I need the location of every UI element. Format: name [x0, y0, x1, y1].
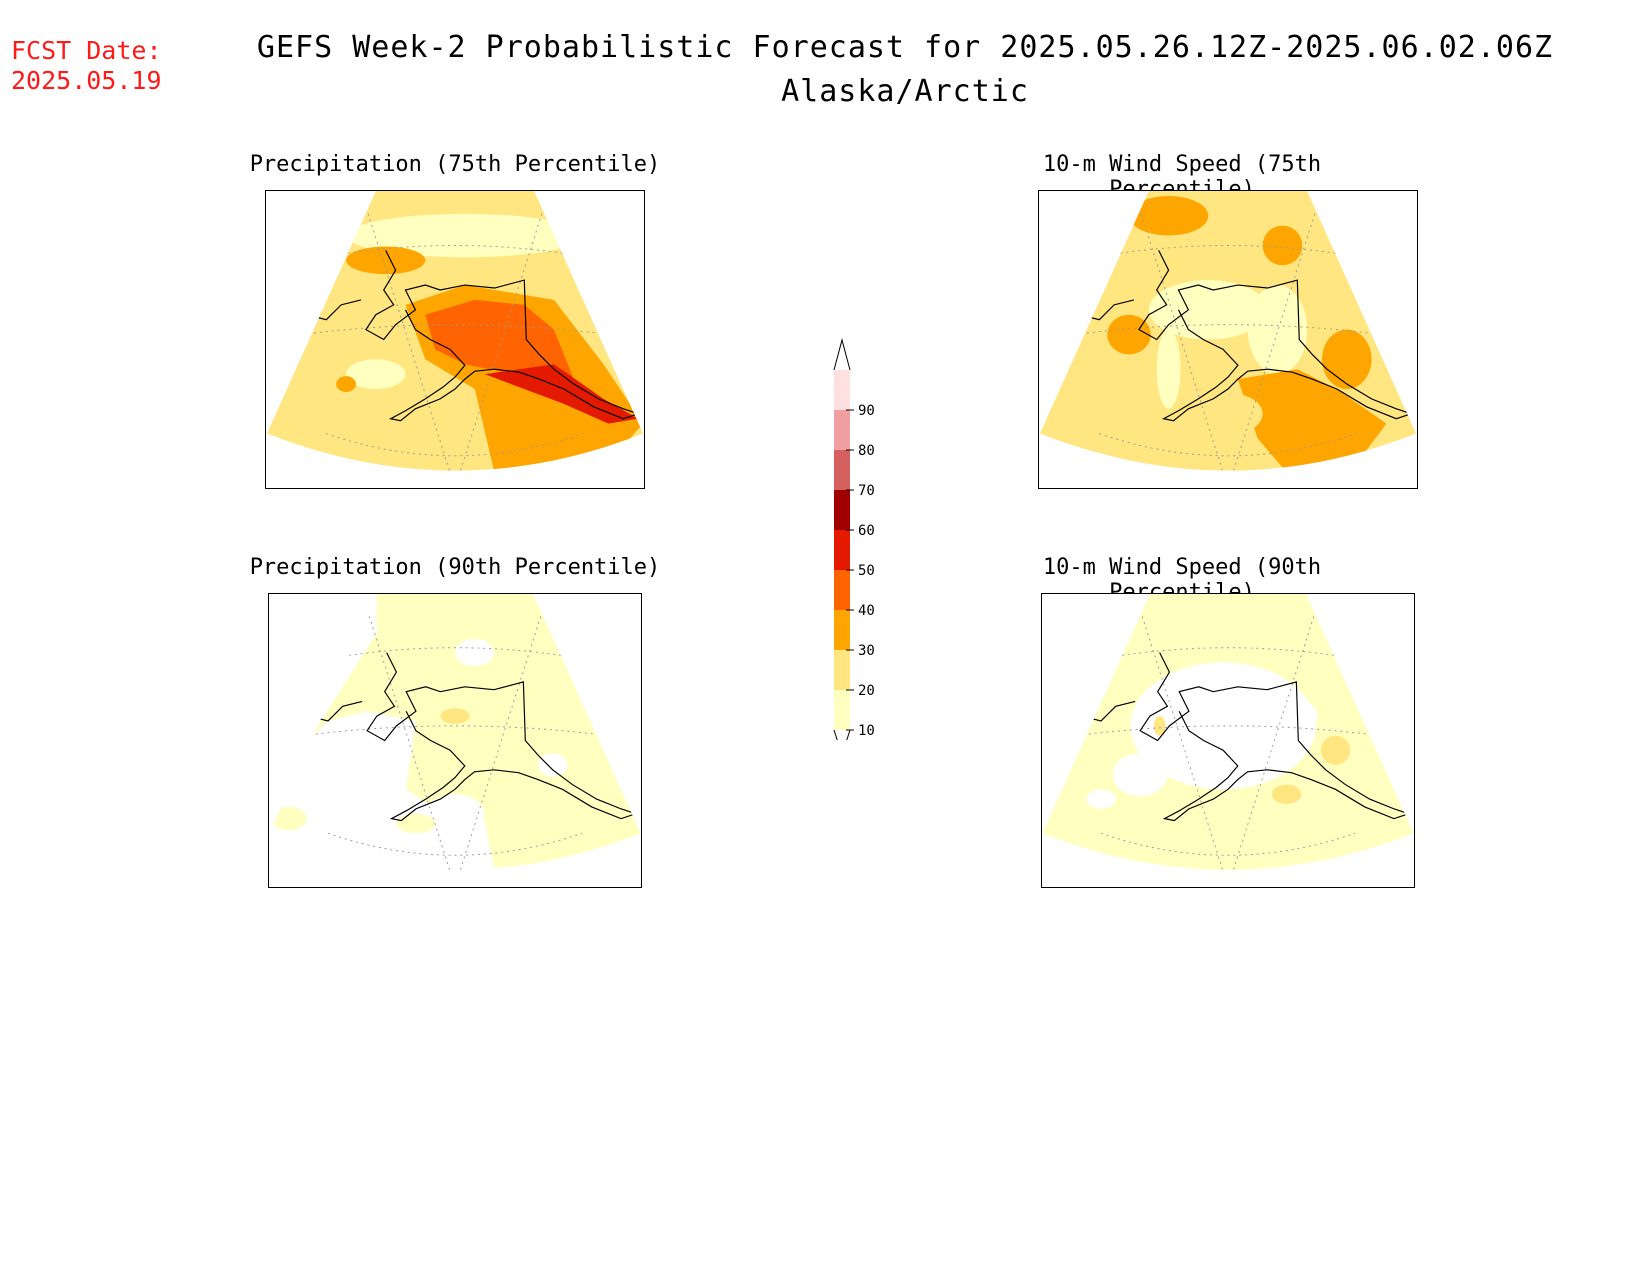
map-panel-precip90 — [268, 593, 642, 888]
graticule-line — [269, 725, 641, 741]
colorbar-label: 60 — [858, 523, 875, 539]
colorbar-box — [834, 530, 850, 570]
probability-region — [1237, 369, 1387, 471]
main-title: GEFS Week-2 Probabilistic Forecast for 2… — [256, 30, 1554, 65]
probability-region — [346, 213, 584, 258]
map-panel-wind90 — [1041, 593, 1415, 888]
colorbar-svg: 10 20 30 40 50 60 70 80 90 — [833, 338, 875, 757]
colorbar-label: 80 — [858, 443, 875, 459]
probability-region — [1203, 393, 1263, 434]
graticule-line — [326, 433, 584, 457]
probability-region — [1129, 195, 1209, 236]
probability-region — [538, 753, 568, 777]
probability-region — [271, 806, 307, 831]
colorbar-label: 40 — [858, 603, 875, 619]
probability-region — [1262, 225, 1303, 266]
colorbar-box — [834, 490, 850, 530]
probability-region — [1156, 329, 1181, 409]
graticule-line — [1081, 647, 1375, 663]
graticule-line — [308, 647, 602, 663]
colorbar-box — [834, 370, 850, 410]
coastline — [366, 652, 638, 822]
colorbar-label: 70 — [858, 483, 875, 499]
colorbar: 10 20 30 40 50 60 70 80 90 — [820, 330, 880, 757]
map-svg-precip90 — [269, 594, 641, 870]
graticule-line — [1227, 191, 1323, 471]
colorbar-box — [834, 690, 850, 730]
probability-region — [1247, 285, 1308, 375]
graticule-line — [306, 244, 604, 261]
probability-region — [1320, 735, 1351, 765]
graticule-line — [1134, 594, 1229, 870]
graticule-line — [1039, 324, 1417, 340]
probability-region — [1322, 329, 1372, 389]
probability-region — [336, 376, 356, 392]
coastline — [365, 250, 641, 422]
map-panel-precip75 — [265, 190, 645, 489]
colorbar-box — [834, 410, 850, 450]
graticule-line — [1100, 832, 1356, 856]
probability-region — [1107, 314, 1151, 355]
panel-title-precip75: Precipitation (75th Percentile) — [249, 152, 661, 177]
probability-region — [1086, 789, 1116, 809]
probability-region — [425, 794, 485, 834]
graticule-line — [361, 594, 456, 870]
probability-region — [1148, 280, 1268, 340]
probability-region — [1130, 662, 1316, 790]
panel-title-wind75: 10-m Wind Speed (75th Percentile) — [1042, 152, 1322, 202]
fcst-date-value: 2025.05.19 — [11, 66, 162, 95]
graticule-line — [327, 832, 583, 856]
graticule-line — [266, 324, 644, 340]
graticule-line — [360, 191, 456, 471]
colorbar-label: 20 — [858, 683, 875, 699]
probability-region — [1271, 784, 1302, 804]
probability-region — [1153, 716, 1166, 736]
coastline — [1139, 652, 1411, 822]
colorbar-label: 90 — [858, 403, 875, 419]
coastline — [1138, 250, 1414, 422]
graticule-line — [1099, 433, 1357, 457]
map-svg-precip75 — [266, 191, 644, 471]
colorbar-box — [834, 570, 850, 610]
colorbar-box — [834, 450, 850, 490]
map-svg-wind90 — [1042, 594, 1414, 870]
colorbar-label: 50 — [858, 563, 875, 579]
probability-region — [1112, 753, 1168, 797]
probability-region — [425, 299, 574, 380]
probability-region — [455, 638, 495, 667]
graticule-line — [1133, 191, 1229, 471]
forecast-date: FCST Date: 2025.05.19 — [11, 36, 162, 96]
colorbar-label: 10 — [858, 723, 875, 739]
map-panel-wind75 — [1038, 190, 1418, 489]
probability-region — [346, 246, 426, 275]
fcst-date-label: FCST Date: — [11, 36, 162, 65]
probability-region — [396, 813, 436, 834]
graticule-line — [1079, 244, 1377, 261]
colorbar-box — [834, 610, 850, 650]
probability-region — [1274, 700, 1318, 732]
graticule-line — [1227, 594, 1322, 870]
graticule-line — [454, 191, 550, 471]
probability-region — [440, 708, 470, 724]
graticule-line — [454, 594, 549, 870]
colorbar-box — [834, 650, 850, 690]
graticule-line — [1042, 725, 1414, 741]
map-svg-wind75 — [1039, 191, 1417, 471]
probability-region — [346, 359, 406, 389]
colorbar-label: 30 — [858, 643, 875, 659]
region-subtitle: Alaska/Arctic — [781, 74, 1029, 109]
panel-title-precip90: Precipitation (90th Percentile) — [249, 555, 661, 580]
